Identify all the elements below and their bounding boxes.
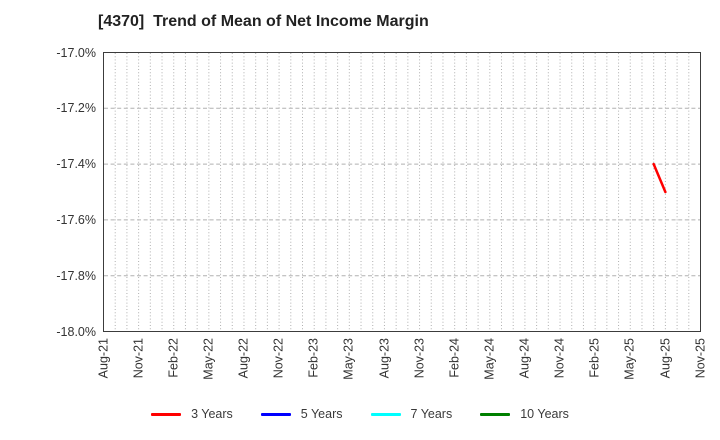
y-tick-label: -17.2% [56, 101, 96, 116]
x-tick-label: Aug-23 [376, 338, 391, 379]
x-tick-label: May-24 [482, 338, 497, 380]
y-tick-label: -17.0% [56, 45, 96, 60]
x-tick-label: May-25 [622, 338, 637, 380]
legend: 3 Years 5 Years 7 Years 10 Years [0, 404, 720, 424]
legend-label: 10 Years [520, 407, 569, 421]
legend-item-5-years: 5 Years [260, 404, 343, 424]
x-tick-label: Nov-21 [131, 338, 146, 379]
legend-item-10-years: 10 Years [480, 404, 569, 424]
x-tick-label: Aug-21 [96, 338, 110, 379]
x-tick-label: Aug-25 [657, 338, 672, 379]
x-tick-label: Nov-24 [552, 338, 567, 379]
x-tick-label: May-23 [341, 338, 356, 380]
y-tick-label: -17.4% [56, 157, 96, 172]
legend-label: 3 Years [191, 407, 233, 421]
plot-border [103, 52, 701, 332]
legend-line-7-years [370, 412, 401, 416]
y-tick-label: -18.0% [56, 324, 96, 339]
legend-item-3-years: 3 Years [151, 404, 233, 424]
x-tick-label: May-22 [201, 338, 216, 380]
x-tick-label: Aug-24 [517, 338, 532, 379]
legend-line-3-years [151, 412, 182, 416]
x-tick-label: Feb-22 [166, 338, 181, 378]
x-tick-label: Nov-25 [693, 338, 707, 379]
legend-line-5-years [260, 412, 291, 416]
legend-item-7-years: 7 Years [370, 404, 453, 424]
y-tick-label: -17.8% [56, 268, 96, 283]
legend-label: 5 Years [300, 407, 343, 421]
x-tick-label: Feb-25 [587, 338, 602, 378]
y-tick-label: -17.6% [56, 212, 96, 227]
x-tick-label: Feb-23 [306, 338, 321, 378]
legend-line-10-years [480, 412, 511, 416]
x-tick-label: Nov-23 [412, 338, 427, 379]
x-tick-label: Feb-24 [447, 338, 462, 378]
x-tick-label: Nov-22 [271, 338, 286, 379]
series-line-3-years [652, 162, 667, 194]
chart-title: [4370] Trend of Mean of Net Income Margi… [98, 13, 429, 30]
x-tick-label: Aug-22 [236, 338, 251, 379]
legend-label: 7 Years [410, 407, 453, 421]
